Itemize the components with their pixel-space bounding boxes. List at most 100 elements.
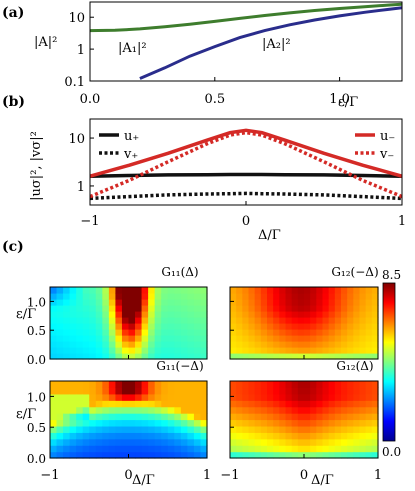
heatmap-cell: [297, 413, 305, 421]
heatmap-cell: [279, 445, 287, 453]
heatmap-cell: [341, 335, 348, 342]
heatmap-cell: [154, 393, 162, 401]
heatmap-cell: [56, 432, 64, 440]
heatmap-cell: [95, 451, 103, 459]
heatmap-cell: [108, 419, 117, 427]
heatmap-cell: [285, 305, 293, 312]
heatmap-cell: [76, 329, 84, 336]
heatmap-cell: [161, 287, 169, 294]
heatmap-cell: [353, 311, 361, 318]
heatmap-cell: [200, 393, 208, 401]
heatmap-cell: [242, 393, 250, 401]
heatmap-cell: [180, 445, 188, 453]
heatmap-cell: [200, 341, 208, 348]
heatmap-cell: [69, 438, 77, 446]
heatmap-cell: [135, 287, 143, 294]
heatmap-cell: [310, 387, 317, 395]
heatmap-cell: [115, 432, 123, 440]
heatmap-cell: [304, 311, 311, 318]
heatmap-title-g12-delta: G₁₂(Δ): [336, 359, 373, 373]
heatmap-cell: [63, 347, 71, 354]
heatmap-cell: [108, 305, 117, 312]
heatmap-cell: [254, 335, 262, 342]
heatmap-cell: [230, 329, 237, 336]
heatmap-cell: [248, 393, 256, 401]
heatmap-cell: [341, 293, 348, 300]
heatmap-cell: [328, 432, 336, 440]
heatmap-cell: [187, 425, 195, 433]
heatmap-cell: [115, 311, 123, 318]
heatmap-cell: [316, 413, 324, 421]
heatmap-cell: [56, 341, 64, 348]
heatmap-cell: [95, 329, 103, 336]
heatmap-cell: [230, 299, 237, 306]
heatmap-cell: [108, 432, 117, 440]
heatmap-cell: [310, 317, 317, 324]
heatmap-cell: [102, 406, 110, 414]
heatmap-cell: [291, 451, 299, 459]
heatmap-cell: [63, 287, 71, 294]
heatmap-cell: [154, 451, 162, 459]
heatmap-cell: [230, 347, 237, 354]
heatmap-cell: [50, 419, 58, 427]
heatmap-cell: [310, 445, 317, 453]
heatmap-cell: [187, 353, 195, 360]
colorbar: [382, 282, 396, 442]
heatmap-cell: [187, 393, 195, 401]
heatmap-cell: [365, 293, 373, 300]
heatmap-cell: [353, 406, 361, 414]
heatmap-cell: [128, 311, 136, 318]
panel-c-label: (c): [2, 239, 24, 255]
heatmap-cell: [304, 438, 311, 446]
heatmap-cell: [108, 445, 117, 453]
heatmap-cell: [334, 406, 342, 414]
heatmap-cell: [95, 400, 103, 408]
panel-a-xtick-label: 0.0: [80, 92, 101, 107]
heatmap-cell: [359, 406, 367, 414]
heatmap-cell: [328, 381, 336, 389]
heatmap-cell: [148, 335, 156, 342]
heatmap-cell: [297, 432, 305, 440]
heatmap-cell: [334, 293, 342, 300]
heatmap-cell: [297, 287, 305, 294]
heatmap-cell: [148, 406, 156, 414]
heatmap-cell: [154, 323, 162, 330]
heatmap-cell: [285, 329, 293, 336]
heatmap-cell: [56, 387, 64, 395]
heatmap-cell: [260, 432, 268, 440]
heatmap-cell: [316, 341, 324, 348]
heatmap-cell: [121, 305, 130, 312]
heatmap-cell: [267, 425, 274, 433]
heatmap-cell: [69, 353, 77, 360]
heatmap-cell: [242, 419, 250, 427]
heatmap-xtick-label: −1: [220, 468, 239, 483]
heatmap-cell: [69, 387, 77, 395]
heatmap-cell: [297, 317, 305, 324]
heatmap-cell: [141, 406, 149, 414]
heatmap-cell: [230, 353, 237, 360]
heatmap-cell: [161, 341, 169, 348]
heatmap-cell: [89, 329, 97, 336]
heatmap-cell: [108, 353, 117, 360]
heatmap-cell: [248, 311, 256, 318]
heatmap-cell: [69, 293, 77, 300]
heatmap-cell: [193, 406, 202, 414]
heatmap-cell: [353, 335, 361, 342]
heatmap-cell: [200, 329, 208, 336]
heatmap-cell: [141, 293, 149, 300]
heatmap-cell: [365, 335, 373, 342]
heatmap-cell: [254, 387, 262, 395]
heatmap-cell: [273, 293, 280, 300]
heatmap-cell: [141, 323, 149, 330]
heatmap-cell: [69, 323, 77, 330]
heatmap-cell: [347, 406, 354, 414]
heatmap-cell: [193, 432, 202, 440]
heatmap-cell: [310, 425, 317, 433]
heatmap-cell: [161, 432, 169, 440]
heatmap-cell: [193, 299, 202, 306]
heatmap-cell: [322, 393, 330, 401]
heatmap-cell: [316, 299, 324, 306]
heatmap-cell: [365, 317, 373, 324]
heatmap-cell: [347, 293, 354, 300]
heatmap-cell: [135, 323, 143, 330]
